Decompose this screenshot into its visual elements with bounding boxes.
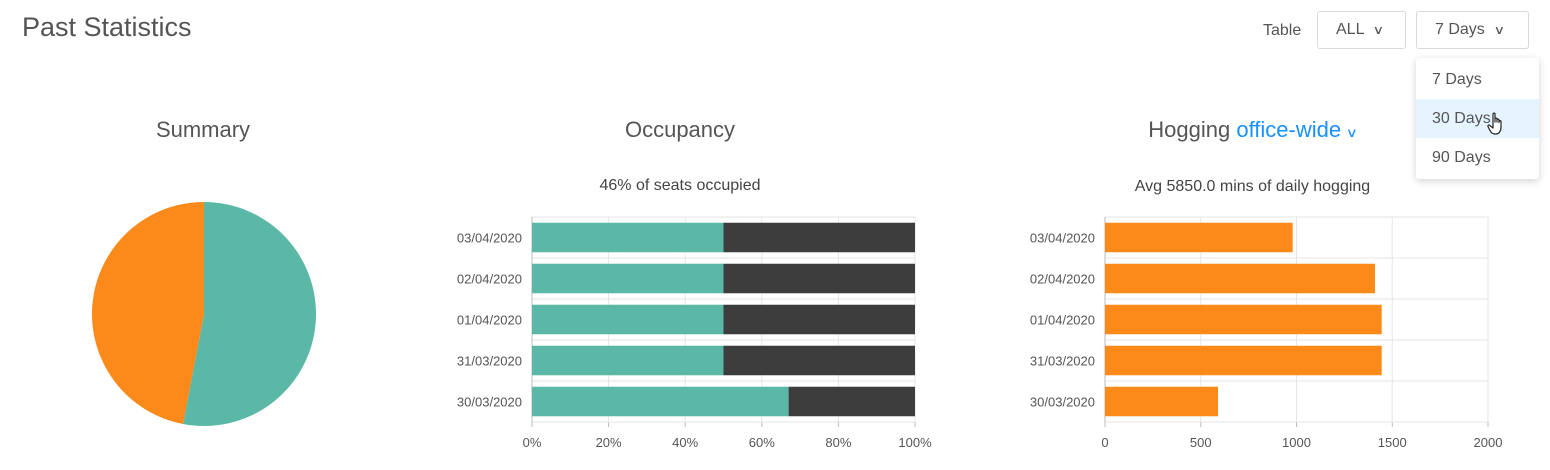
bar-segment (532, 386, 789, 417)
hogging-title: Hogging (1148, 117, 1231, 142)
date-range-value: 7 Days (1435, 21, 1485, 38)
occupancy-subtitle: 46% of seats occupied (599, 177, 761, 194)
pie-slice-1 (91, 202, 204, 425)
hogging-bar-chart: 0 500 1000 1500 2000 03/04/2020 02/04/2020 01/0… (1030, 216, 1503, 450)
x-tick-label: 20% (596, 435, 622, 450)
page-title: Past Statistics (22, 12, 192, 42)
y-category-label: 01/04/2020 (457, 313, 522, 328)
x-tick-label: 0% (523, 435, 542, 450)
bar-segment (723, 222, 915, 253)
x-tick-label: 40% (672, 435, 698, 450)
bar (1105, 304, 1382, 335)
summary-title: Summary (155, 117, 251, 142)
y-category-label: 02/04/2020 (457, 272, 522, 287)
bar (1105, 263, 1376, 294)
x-tick-label: 100% (898, 435, 932, 450)
x-tick-label: 0 (1101, 435, 1108, 450)
x-tick-label: 1500 (1378, 435, 1407, 450)
x-tick-label: 80% (825, 435, 851, 450)
pie-slice-0 (183, 202, 316, 426)
y-category-label: 03/04/2020 (1030, 231, 1095, 246)
occupancy-bar-chart: 0% 20% 40% 60% 80% 100% 03/04/2020 02/04/2020 01… (457, 216, 932, 450)
bar-segment (532, 222, 724, 253)
y-category-label: 01/04/2020 (1030, 313, 1095, 328)
bar-segment (723, 263, 915, 294)
occupancy-title: Occupancy (624, 117, 736, 142)
chevron-down-icon: ∨ (1373, 23, 1385, 37)
bar-segment (532, 304, 724, 335)
x-tick-label: 500 (1190, 435, 1212, 450)
bar (1105, 386, 1218, 417)
bar-segment (788, 386, 915, 417)
hogging-scope-label: office-wide (1236, 117, 1342, 142)
table-select-value: ALL (1336, 21, 1365, 38)
bar (1105, 222, 1293, 253)
hand-cursor-icon (1487, 112, 1502, 135)
table-filter-label: Table (1263, 22, 1302, 39)
hogging-scope-select[interactable]: office-wide ∨ (1236, 117, 1359, 142)
x-tick-label: 1000 (1282, 435, 1311, 450)
hogging-title-row: Hogging office-wide ∨ (1080, 117, 1425, 143)
bar (1105, 345, 1382, 376)
x-tick-label: 2000 (1474, 435, 1503, 450)
option-90-days[interactable]: 90 Days (1432, 149, 1491, 166)
table-select[interactable]: ALL ∨ (1317, 11, 1406, 49)
hogging-subtitle: Avg 5850.0 mins of daily hogging (1134, 178, 1371, 195)
y-category-label: 02/04/2020 (1030, 272, 1095, 287)
y-category-label: 31/03/2020 (457, 354, 522, 369)
y-category-label: 30/03/2020 (457, 395, 522, 410)
summary-pie-chart (91, 202, 316, 426)
chevron-down-icon: ∨ (1493, 23, 1505, 37)
x-tick-label: 60% (749, 435, 775, 450)
date-range-dropdown: 7 Days 30 Days 90 Days (1416, 58, 1539, 179)
date-range-select[interactable]: 7 Days ∨ (1416, 11, 1529, 49)
y-category-label: 30/03/2020 (1030, 395, 1095, 410)
y-category-label: 31/03/2020 (1030, 354, 1095, 369)
bar-segment (532, 345, 724, 376)
bar-segment (723, 304, 915, 335)
bar-segment (532, 263, 724, 294)
chevron-down-icon: ∨ (1345, 125, 1359, 140)
option-30-days[interactable]: 30 Days (1416, 99, 1539, 138)
option-7-days[interactable]: 7 Days (1432, 71, 1482, 88)
bar-segment (723, 345, 915, 376)
y-category-label: 03/04/2020 (457, 231, 522, 246)
